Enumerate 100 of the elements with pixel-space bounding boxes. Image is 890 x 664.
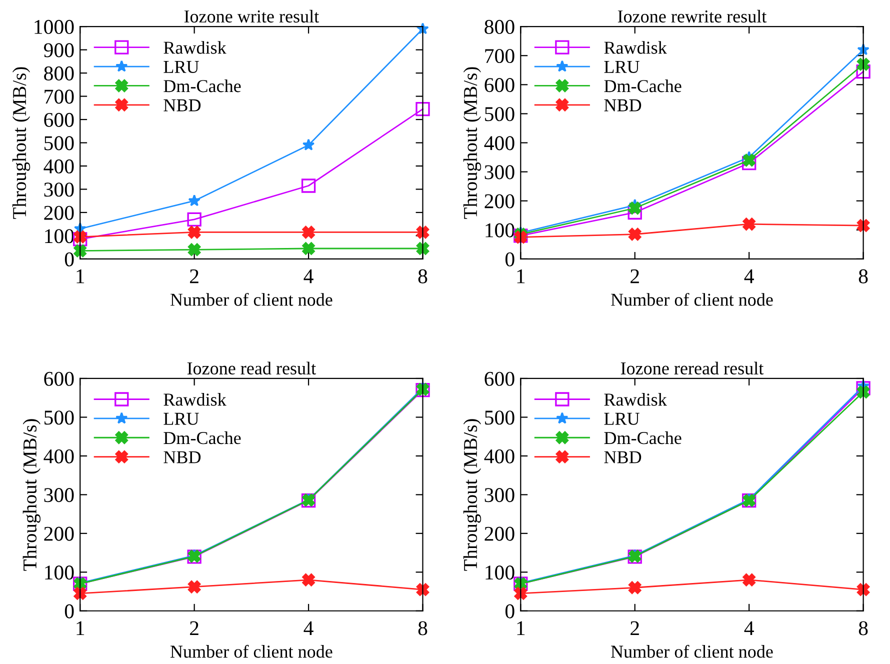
y-tick-label: 100	[486, 223, 514, 238]
x-tick-label: 8	[858, 621, 868, 636]
y-tick-label: 500	[485, 410, 514, 425]
y-tick-label: 400	[44, 449, 74, 464]
point	[188, 194, 200, 206]
y-tick-label: 200	[484, 194, 514, 208]
legend-label: Rawdisk	[164, 41, 226, 54]
point	[742, 218, 756, 230]
x-tick-label: 8	[858, 269, 868, 284]
x-tick-label: 4	[744, 621, 754, 636]
point	[628, 581, 642, 594]
y-axis-title: Throughout (MB/s)	[22, 419, 41, 571]
point	[187, 212, 202, 227]
legend-label: LRU	[604, 412, 640, 425]
y-tick-label: 100	[45, 566, 74, 580]
y-tick-label: 700	[485, 48, 514, 64]
x-tick-label: 1	[517, 269, 525, 284]
x-axis-title: Number of client node	[170, 644, 332, 658]
legend-label: Rawdisk	[604, 393, 667, 406]
y-tick-label: 300	[484, 165, 514, 180]
legend-label: NBD	[604, 451, 642, 464]
point	[302, 138, 315, 150]
legend-label: Dm-Cache	[164, 431, 241, 444]
y-tick-label: 800	[44, 66, 74, 80]
chart-title: Iozone read result	[187, 362, 316, 374]
y-tick-label: 0	[505, 252, 514, 266]
y-tick-label: 1000	[34, 20, 74, 34]
x-tick-label: 1	[76, 269, 84, 284]
chart-title: Iozone write result	[184, 10, 319, 23]
x-tick-label: 4	[744, 269, 754, 284]
x-tick-label: 1	[76, 621, 84, 636]
y-tick-label: 500	[485, 107, 514, 122]
point	[856, 386, 870, 398]
y-axis-title: Throughout (MB/s)	[463, 419, 482, 571]
y-tick-label: 200	[484, 526, 514, 541]
point	[74, 230, 86, 244]
y-tick-label: 600	[484, 372, 514, 386]
x-tick-label: 1	[517, 621, 525, 636]
y-tick-label: 400	[484, 136, 514, 150]
point	[856, 219, 870, 232]
point	[302, 242, 315, 255]
legend-label: Rawdisk	[164, 393, 226, 406]
legend-label: Dm-Cache	[604, 431, 682, 444]
y-tick-label: 400	[484, 449, 514, 464]
legend-label: Rawdisk	[604, 41, 667, 54]
legend-label: NBD	[164, 99, 201, 112]
point	[188, 580, 201, 594]
point	[628, 205, 642, 220]
point	[514, 587, 528, 600]
point	[73, 232, 88, 246]
x-axis-title: Number of client node	[611, 292, 773, 306]
point	[302, 226, 315, 239]
x-tick-label: 2	[630, 269, 639, 284]
legend-label: LRU	[164, 61, 199, 74]
point	[188, 226, 201, 239]
x-axis-title: Number of client node	[611, 644, 773, 658]
point	[74, 587, 86, 600]
point	[628, 228, 642, 241]
y-tick-label: 0	[64, 252, 74, 266]
y-tick-label: 400	[44, 159, 74, 174]
point	[742, 154, 756, 167]
y-tick-label: 100	[486, 566, 514, 580]
x-tick-label: 2	[190, 621, 198, 636]
chart-title: Iozone reread result	[620, 362, 764, 374]
x-tick-label: 4	[304, 621, 314, 636]
point	[628, 202, 642, 215]
point	[856, 64, 870, 79]
x-axis-title: Number of client node	[170, 292, 332, 306]
y-axis-title: Throughout (MB/s)	[12, 67, 30, 219]
y-tick-label: 300	[44, 182, 74, 197]
legend-label: LRU	[164, 412, 199, 425]
legend-label: Dm-Cache	[604, 80, 682, 92]
x-tick-label: 8	[418, 621, 428, 636]
point	[742, 156, 756, 170]
x-tick-label: 2	[630, 621, 639, 636]
legend-label: Dm-Cache	[164, 80, 241, 92]
point	[416, 102, 430, 116]
point	[856, 58, 870, 71]
y-tick-label: 200	[44, 206, 74, 220]
y-tick-label: 0	[64, 604, 74, 618]
x-tick-label: 8	[418, 269, 428, 284]
y-tick-label: 600	[44, 372, 74, 386]
point	[301, 178, 316, 193]
y-tick-label: 300	[484, 488, 514, 502]
y-tick-label: 600	[44, 112, 74, 127]
point	[742, 574, 756, 586]
point	[188, 243, 201, 256]
y-tick-label: 900	[44, 43, 74, 58]
y-tick-label: 800	[484, 20, 514, 34]
point	[856, 381, 870, 396]
y-tick-label: 0	[505, 604, 514, 618]
y-tick-label: 500	[44, 136, 74, 150]
y-tick-label: 600	[484, 78, 514, 92]
y-axis-title: Throughout (MB/s)	[463, 67, 482, 219]
point	[416, 583, 430, 596]
x-tick-label: 4	[304, 269, 314, 284]
legend-label: NBD	[604, 99, 642, 112]
y-tick-label: 200	[44, 526, 74, 541]
point	[856, 583, 870, 596]
y-tick-label: 300	[44, 488, 74, 502]
